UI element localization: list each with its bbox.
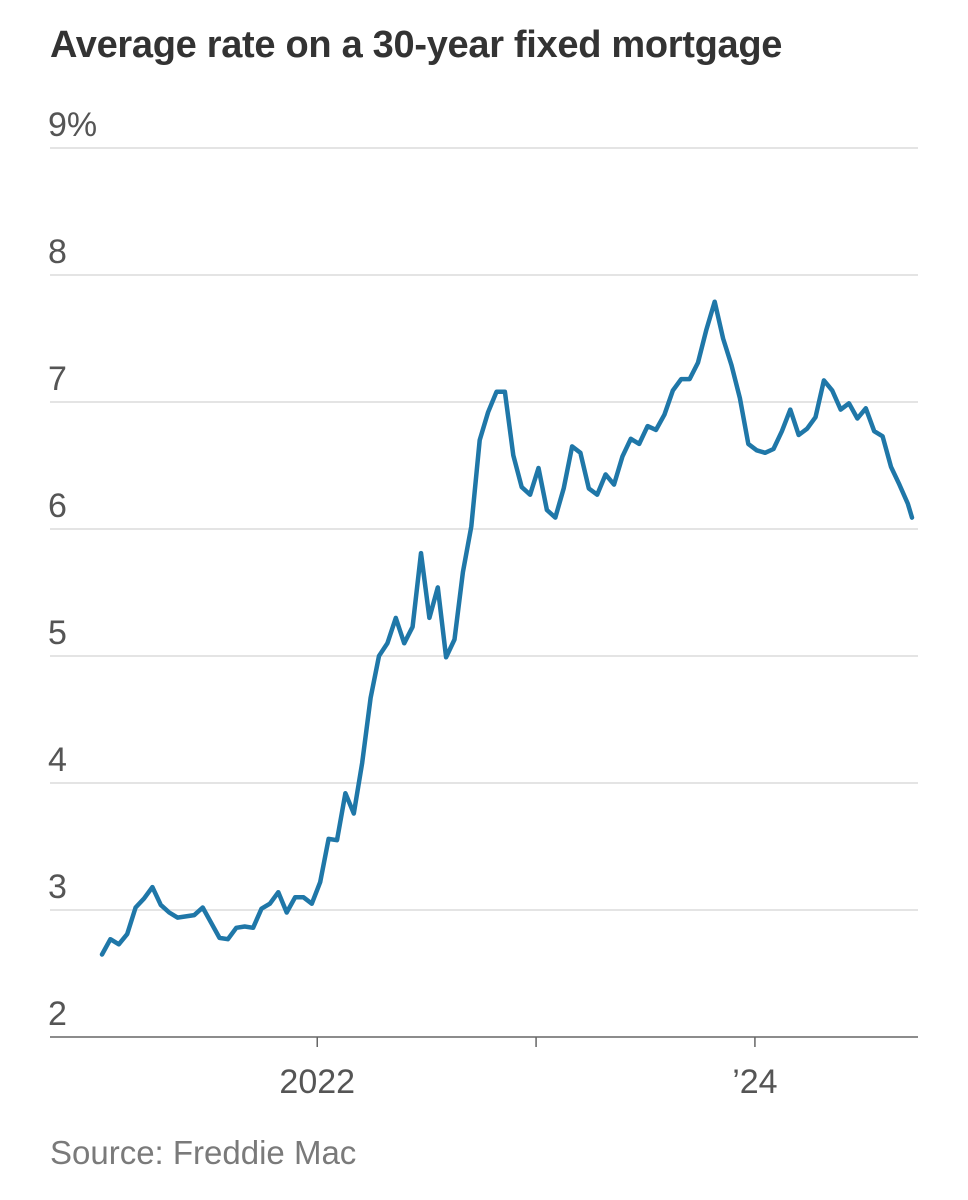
source-note: Source: Freddie Mac — [50, 1134, 357, 1171]
y-tick-label: 5 — [48, 614, 67, 652]
y-tick-label: 3 — [48, 868, 67, 906]
y-tick-label: 6 — [48, 487, 67, 525]
y-tick-label: 2 — [48, 995, 67, 1033]
x-tick-label: 2022 — [279, 1063, 355, 1101]
series-group — [99, 299, 915, 957]
gridlines — [50, 147, 918, 1038]
y-tick-label: 9% — [48, 106, 97, 144]
y-tick-label: 8 — [48, 233, 67, 271]
y-tick-label: 7 — [48, 360, 67, 398]
series-line — [99, 299, 915, 957]
y-tick-label: 4 — [48, 741, 67, 779]
chart-title: Average rate on a 30-year fixed mortgage — [50, 24, 783, 66]
x-axis: 2022 ’24 — [279, 1037, 778, 1101]
y-axis-tick-labels: 9% 8 7 6 5 4 3 2 — [48, 106, 97, 1033]
x-tick-label: ’24 — [732, 1063, 777, 1101]
